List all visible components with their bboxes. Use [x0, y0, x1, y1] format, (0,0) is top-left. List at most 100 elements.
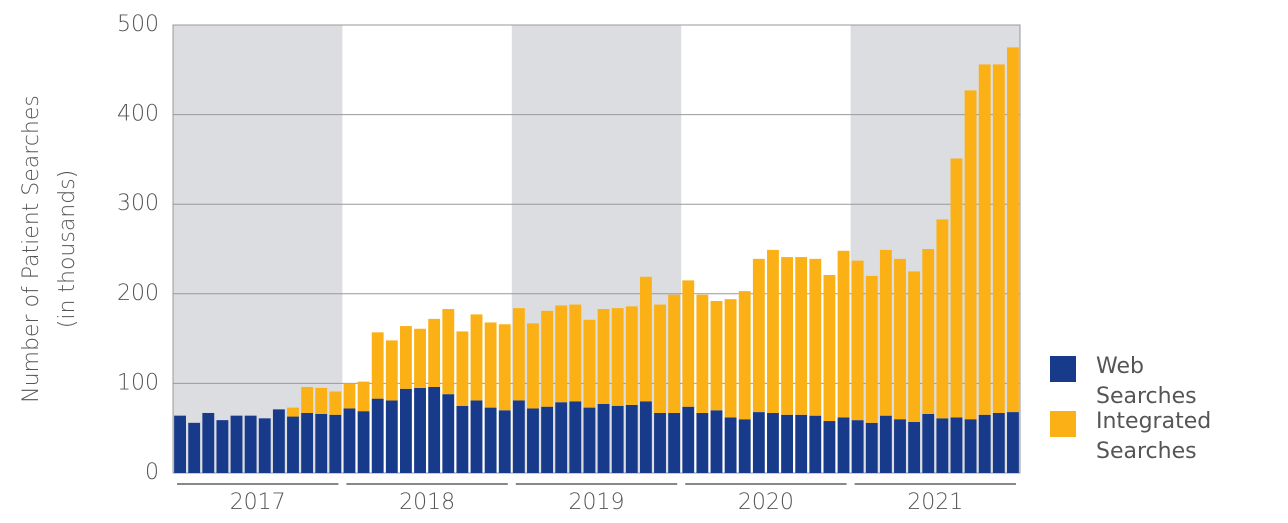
bar-segment — [936, 219, 949, 419]
bar-segment — [414, 328, 426, 388]
bar-segment — [922, 413, 935, 473]
bar-segment — [343, 383, 356, 409]
bar-segment — [625, 404, 638, 473]
year-band — [173, 25, 343, 473]
bar-segment — [639, 401, 652, 473]
bar-segment — [541, 310, 554, 407]
bar-segment — [752, 412, 765, 473]
bar-segment — [781, 257, 794, 415]
bar-segment — [767, 249, 779, 413]
bar-segment — [597, 404, 610, 473]
bar-segment — [894, 258, 906, 420]
bar-segment — [879, 415, 892, 473]
bar-segment — [682, 280, 695, 407]
x-group-label: 2020 — [738, 490, 794, 515]
legend-swatch — [1050, 411, 1076, 437]
bar-segment — [287, 407, 299, 417]
bar-segment — [767, 412, 779, 473]
bar-segment — [724, 299, 737, 418]
bar-segment — [329, 414, 342, 473]
bar-segment — [654, 412, 666, 473]
y-tick-label: 400 — [117, 102, 159, 127]
bar-segment — [809, 258, 822, 416]
bar-segment — [555, 305, 568, 403]
bar-segment — [258, 418, 271, 473]
bar-segment — [851, 260, 864, 421]
bar-segment — [428, 318, 441, 387]
bar-segment — [301, 412, 314, 473]
bar-segment — [992, 412, 1005, 473]
year-band — [511, 25, 682, 473]
bar-segment — [583, 319, 596, 408]
bar-segment — [908, 271, 921, 422]
bar-segment — [710, 410, 723, 473]
bar-segment — [527, 408, 539, 473]
bar-segment — [625, 306, 638, 405]
bar-segment — [315, 387, 328, 414]
bar-segment — [668, 412, 681, 473]
bar-segment — [442, 394, 455, 473]
year-band — [850, 25, 1020, 473]
bar-segment — [654, 304, 666, 413]
bar-segment — [1007, 412, 1019, 473]
bar-segment — [837, 250, 850, 418]
bar-segment — [950, 417, 963, 473]
bar-segment — [978, 64, 991, 415]
bar-segment — [1007, 47, 1019, 413]
bar-segment — [541, 406, 554, 473]
bar-segment — [399, 388, 412, 473]
bar-segment — [639, 276, 652, 402]
y-tick-label: 500 — [117, 12, 159, 37]
y-axis-title-line: (in thousands) — [55, 170, 80, 329]
bar-segment — [710, 300, 723, 411]
bar-segment — [936, 418, 949, 473]
bar-segment — [964, 90, 977, 420]
bar-segment — [315, 413, 328, 473]
bar-segment — [978, 414, 991, 473]
legend-label: Integrated Searches — [1096, 409, 1212, 464]
bar-segment — [555, 402, 568, 473]
bar-segment — [611, 405, 624, 473]
bar-segment — [202, 412, 215, 473]
bar-segment — [823, 421, 836, 473]
bar-segment — [865, 275, 878, 423]
bar-segment — [894, 419, 906, 473]
bar-segment — [781, 414, 794, 473]
bar-segment — [611, 308, 624, 406]
y-tick-label: 200 — [117, 281, 159, 306]
y-axis-title: Number of Patient Searches (in thousands) — [19, 95, 80, 403]
bar-segment — [823, 274, 836, 422]
bar-segment — [668, 294, 681, 413]
x-group-label: 2021 — [907, 490, 963, 515]
legend-item: Integrated Searches — [1050, 407, 1250, 467]
y-tick-label: 100 — [117, 370, 159, 395]
legend-swatch — [1050, 356, 1076, 382]
y-axis-title-line: Number of Patient Searches — [19, 95, 44, 403]
y-tick-label: 300 — [117, 191, 159, 216]
bar-segment — [752, 258, 765, 413]
bar-segment — [287, 416, 299, 473]
bar-segment — [908, 421, 921, 473]
bar-segment — [343, 408, 356, 473]
bar-segment — [837, 417, 850, 473]
y-tick-label: 0 — [145, 460, 159, 485]
bar-segment — [230, 415, 243, 473]
bar-segment — [216, 420, 229, 473]
bar-segment — [724, 417, 737, 473]
bar-segment — [357, 411, 370, 473]
bar-segment — [498, 324, 511, 411]
bar-segment — [414, 387, 426, 473]
bar-segment — [399, 326, 412, 389]
bar-segment — [428, 386, 441, 473]
bar-segment — [174, 415, 186, 473]
bar-segment — [484, 322, 497, 408]
x-group-label: 2019 — [569, 490, 625, 515]
bar-segment — [569, 401, 582, 473]
bar-segment — [484, 407, 497, 473]
legend-item: Web Searches — [1050, 352, 1250, 412]
bar-segment — [738, 419, 751, 473]
bar-segment — [301, 386, 314, 413]
bar-segment — [244, 415, 257, 473]
